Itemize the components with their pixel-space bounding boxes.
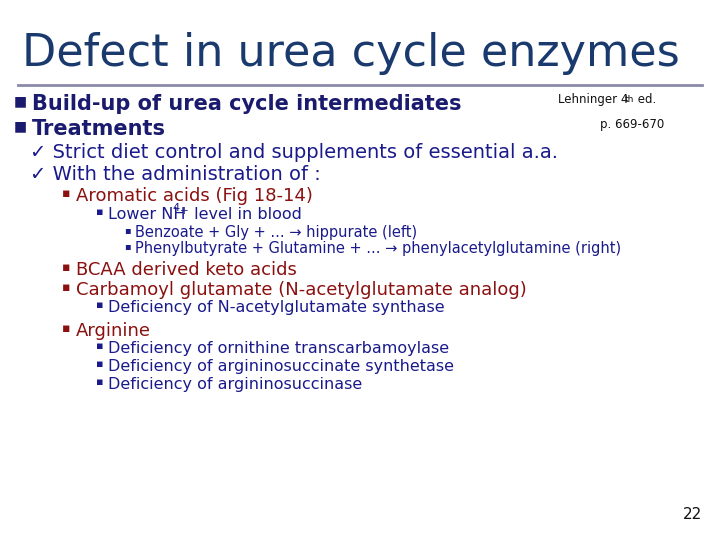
Text: Deficiency of ornithine transcarbamoylase: Deficiency of ornithine transcarbamoylas… <box>108 341 449 356</box>
Text: ▪: ▪ <box>62 322 71 335</box>
Text: ▪: ▪ <box>124 241 130 251</box>
Text: +: + <box>180 206 189 216</box>
Text: 22: 22 <box>683 507 702 522</box>
Text: Treatments: Treatments <box>32 119 166 139</box>
Text: Deficiency of argininosuccinase: Deficiency of argininosuccinase <box>108 377 362 392</box>
Text: ■: ■ <box>14 119 27 133</box>
Text: Carbamoyl glutamate (N-acetylglutamate analog): Carbamoyl glutamate (N-acetylglutamate a… <box>76 281 527 299</box>
Text: th: th <box>625 95 634 104</box>
Text: ▪: ▪ <box>62 281 71 294</box>
Text: ed.: ed. <box>634 93 656 106</box>
Text: Benzoate + Gly + ... → hippurate (left): Benzoate + Gly + ... → hippurate (left) <box>135 225 417 240</box>
Text: Lehninger 4: Lehninger 4 <box>558 93 629 106</box>
Text: BCAA derived keto acids: BCAA derived keto acids <box>76 261 297 279</box>
Text: ▪: ▪ <box>96 341 104 351</box>
Text: ✓ With the administration of :: ✓ With the administration of : <box>30 165 320 184</box>
Text: ▪: ▪ <box>124 225 130 235</box>
Text: Deficiency of argininosuccinate synthetase: Deficiency of argininosuccinate syntheta… <box>108 359 454 374</box>
Text: Build-up of urea cycle intermediates: Build-up of urea cycle intermediates <box>32 94 462 114</box>
Text: Arginine: Arginine <box>76 322 151 340</box>
Text: ▪: ▪ <box>62 187 71 200</box>
Text: ▪: ▪ <box>96 207 104 217</box>
Text: Aromatic acids (Fig 18-14): Aromatic acids (Fig 18-14) <box>76 187 313 205</box>
Text: ■: ■ <box>14 94 27 108</box>
Text: Phenylbutyrate + Glutamine + ... → phenylacetylglutamine (right): Phenylbutyrate + Glutamine + ... → pheny… <box>135 241 621 256</box>
Text: ▪: ▪ <box>96 359 104 369</box>
Text: Deficiency of N-acetylglutamate synthase: Deficiency of N-acetylglutamate synthase <box>108 300 445 315</box>
Text: ▪: ▪ <box>96 377 104 387</box>
Text: Lower NH: Lower NH <box>108 207 186 222</box>
Text: 4: 4 <box>172 203 179 213</box>
Text: level in blood: level in blood <box>189 207 302 222</box>
Text: ▪: ▪ <box>96 300 104 310</box>
Text: ✓ Strict diet control and supplements of essential a.a.: ✓ Strict diet control and supplements of… <box>30 143 558 162</box>
Text: ▪: ▪ <box>62 261 71 274</box>
Text: Defect in urea cycle enzymes: Defect in urea cycle enzymes <box>22 32 680 75</box>
Text: p. 669-670: p. 669-670 <box>600 118 665 131</box>
